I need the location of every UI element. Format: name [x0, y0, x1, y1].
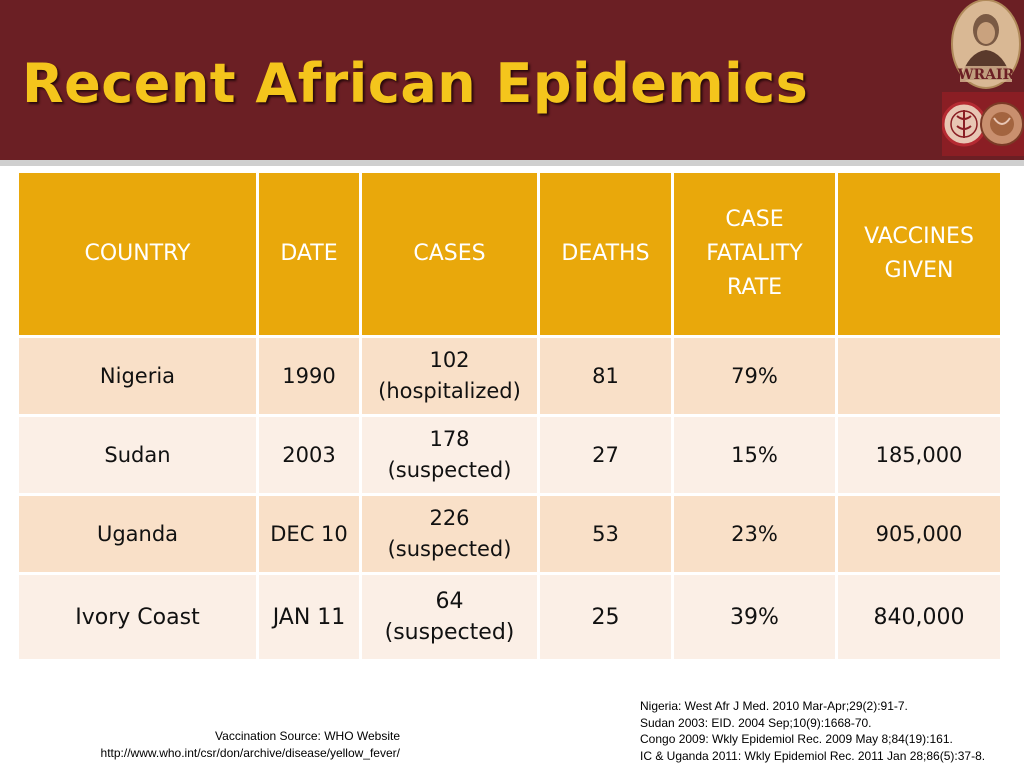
- cell-cfr: 79%: [671, 335, 838, 417]
- cell-cases: 226 (suspected): [359, 493, 540, 575]
- table-header-row: COUNTRY DATE CASES DEATHS CASE FATALITY …: [16, 170, 1003, 338]
- vaccination-source-label: Vaccination Source: WHO Website: [215, 729, 400, 743]
- cell-vaccines: 905,000: [835, 493, 1003, 575]
- header-date: DATE: [256, 170, 362, 338]
- epidemics-table: COUNTRY DATE CASES DEATHS CASE FATALITY …: [16, 170, 1003, 662]
- cell-cases: 64 (suspected): [359, 572, 540, 662]
- cell-cases: 102 (hospitalized): [359, 335, 540, 417]
- cell-cfr: 23%: [671, 493, 838, 575]
- cell-country: Ivory Coast: [16, 572, 259, 662]
- wrair-logo-text: WRAIR: [957, 67, 1015, 83]
- reference-item: Sudan 2003: EID. 2004 Sep;10(9):1668-70.: [640, 715, 872, 730]
- cell-vaccines: 840,000: [835, 572, 1003, 662]
- reference-item: Nigeria: West Afr J Med. 2010 Mar-Apr;29…: [640, 699, 908, 713]
- cell-deaths: 25: [537, 572, 674, 662]
- cell-cfr: 15%: [671, 414, 838, 496]
- cell-country: Uganda: [16, 493, 259, 575]
- table-row: Nigeria 1990 102 (hospitalized) 81 79%: [16, 335, 1003, 417]
- title-bar: [0, 0, 1024, 160]
- header-country: COUNTRY: [16, 170, 259, 338]
- cell-date: 2003: [256, 414, 362, 496]
- reference-item: IC & Uganda 2011: Wkly Epidemiol Rec. 20…: [640, 748, 986, 763]
- table-row: Sudan 2003 178 (suspected) 27 15% 185,00…: [16, 414, 1003, 496]
- slide-title: Recent African Epidemics: [22, 52, 809, 115]
- table-row: Ivory Coast JAN 11 64 (suspected) 25 39%…: [16, 572, 1003, 662]
- table-row: Uganda DEC 10 226 (suspected) 53 23% 905…: [16, 493, 1003, 575]
- header-case-fatality-rate: CASE FATALITY RATE: [671, 170, 838, 338]
- cell-vaccines: [835, 335, 1003, 417]
- title-bar-divider: [0, 160, 1024, 166]
- references-list: Nigeria: West Afr J Med. 2010 Mar-Apr;29…: [640, 698, 1024, 764]
- seal-logo: [942, 92, 1024, 156]
- cell-cfr: 39%: [671, 572, 838, 662]
- cell-deaths: 27: [537, 414, 674, 496]
- cell-date: JAN 11: [256, 572, 362, 662]
- cell-date: DEC 10: [256, 493, 362, 575]
- header-deaths: DEATHS: [537, 170, 674, 338]
- cell-cases: 178 (suspected): [359, 414, 540, 496]
- reference-item: Congo 2009: Wkly Epidemiol Rec. 2009 May…: [640, 732, 953, 746]
- vaccination-source-note: Vaccination Source: WHO Website http://w…: [40, 728, 400, 762]
- cell-deaths: 53: [537, 493, 674, 575]
- wrair-logo: WRAIR: [946, 0, 1024, 92]
- header-vaccines-given: VACCINES GIVEN: [835, 170, 1003, 338]
- vaccination-source-url: http://www.who.int/csr/don/archive/disea…: [100, 746, 400, 760]
- cell-country: Nigeria: [16, 335, 259, 417]
- cell-vaccines: 185,000: [835, 414, 1003, 496]
- cell-date: 1990: [256, 335, 362, 417]
- cell-deaths: 81: [537, 335, 674, 417]
- header-cases: CASES: [359, 170, 540, 338]
- cell-country: Sudan: [16, 414, 259, 496]
